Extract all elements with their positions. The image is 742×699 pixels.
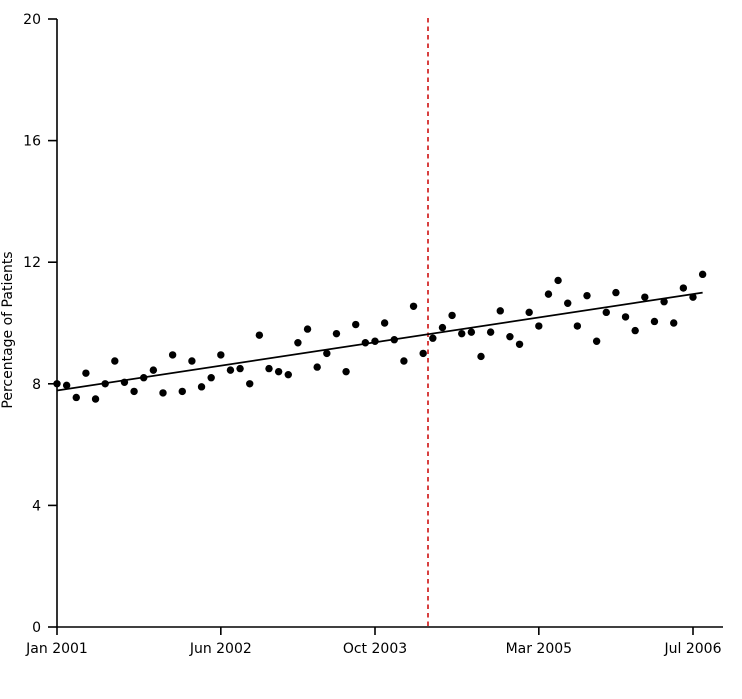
x-tick-label: Jul 2006 [664,641,722,657]
data-point [217,351,225,359]
data-point [303,325,312,333]
data-point [82,369,90,377]
data-point [361,339,370,347]
data-point [641,293,649,301]
data-point [583,291,591,300]
data-point [631,326,639,335]
x-tick-label: Oct 2003 [343,641,407,657]
data-point [120,378,129,386]
data-point [226,366,235,374]
data-point [670,319,678,327]
data-point [698,270,707,279]
data-point [689,293,697,301]
y-tick-label: 0 [32,620,41,636]
data-point [332,329,341,338]
y-tick-label: 20 [23,12,41,28]
data-point [168,351,177,359]
data-point [419,349,427,358]
data-point [515,340,524,348]
data-point [111,357,119,365]
data-point [660,298,668,306]
y-tick-label: 4 [32,498,41,514]
data-point [313,363,321,371]
data-point [438,323,447,332]
x-tick-label: Jun 2002 [189,641,252,657]
data-point [159,389,167,397]
y-tick-label: 12 [23,255,41,271]
data-point [496,307,504,315]
x-tick-label: Mar 2005 [506,641,573,657]
data-point [592,337,601,345]
data-point [621,313,630,321]
data-point [149,366,158,374]
data-point [602,308,610,317]
data-point [573,322,582,330]
y-tick-label: 8 [32,377,41,393]
data-point [380,319,389,327]
data-point [535,322,543,330]
data-point [506,332,514,341]
data-point [564,299,572,307]
data-point [429,334,437,342]
data-point [101,380,109,388]
data-point [525,308,533,317]
data-point [679,284,688,292]
data-point [246,380,254,388]
data-point [274,367,283,376]
data-point [255,331,264,339]
data-point [323,349,331,358]
data-point [265,364,273,373]
data-point [467,328,476,336]
data-point [284,370,292,379]
data-point [72,393,80,402]
data-point [409,302,418,310]
data-point [188,357,196,365]
data-point [342,367,350,376]
data-point [650,317,659,326]
data-point [400,357,408,365]
data-point [612,288,620,297]
y-tick-label: 16 [23,134,41,150]
data-point [197,383,206,391]
data-point [178,387,186,396]
data-point [207,374,215,382]
y-axis-title: Percentage of Patients [0,251,16,408]
data-point [53,380,61,388]
data-point [554,276,562,285]
trend-line [56,291,703,392]
data-point [62,381,71,390]
data-point [294,339,302,347]
data-point [448,311,456,320]
x-tick-label: Jan 2001 [25,641,88,657]
data-point [371,337,379,345]
data-point [477,352,485,361]
data-point [486,328,495,336]
data-point [140,374,148,382]
data-point [352,320,360,329]
data-point [458,329,466,338]
data-point [544,290,553,298]
data-point [130,387,138,396]
data-point [390,336,398,344]
data-point [91,395,100,403]
data-point [236,364,244,373]
